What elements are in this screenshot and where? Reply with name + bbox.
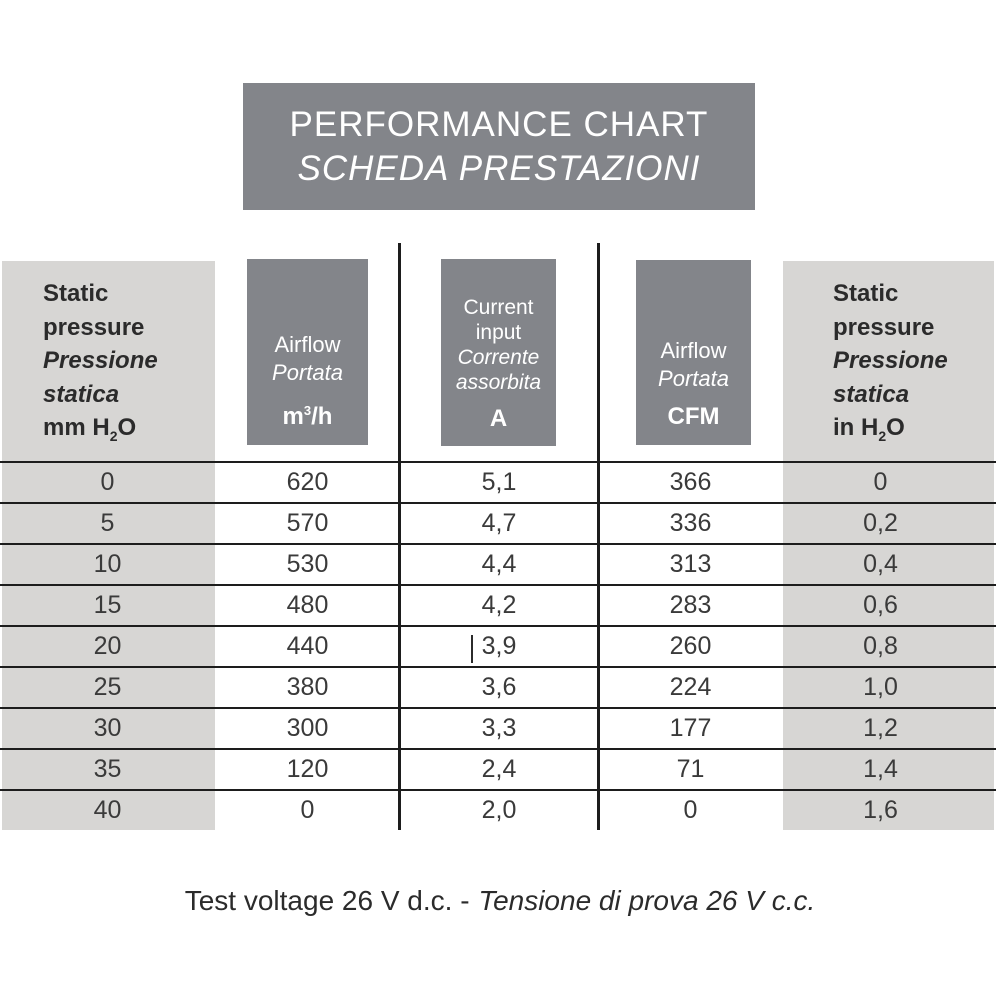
table-row: 25 380 3,6 224 1,0 — [0, 666, 996, 707]
header-unit-in-h2o: in H2O — [833, 414, 905, 444]
cell-airflow-m3h: 530 — [286, 550, 329, 578]
cell-current-a: 2,4 — [481, 755, 517, 783]
table-row: 15 480 4,2 283 0,6 — [0, 584, 996, 625]
table-row: 10 530 4,4 313 0,4 — [0, 543, 996, 584]
header-line: Pressione — [833, 347, 948, 374]
cell-airflow-m3h: 0 — [300, 796, 315, 824]
cell-static-in: 1,0 — [863, 673, 898, 701]
cell-static-in: 1,2 — [863, 714, 898, 742]
cell-static-mm: 5 — [100, 509, 115, 537]
cell-airflow-m3h: 300 — [286, 714, 329, 742]
test-voltage-note: Test voltage 26 V d.c. - Tensione di prov… — [0, 883, 1000, 919]
cell-airflow-m3h: 480 — [286, 591, 329, 619]
header-line: Airflow — [660, 338, 727, 363]
cell-airflow-cfm: 336 — [669, 509, 712, 537]
cell-airflow-cfm: 224 — [669, 673, 712, 701]
cell-airflow-cfm: 0 — [683, 796, 698, 824]
cell-static-mm: 40 — [93, 796, 122, 824]
cell-static-mm: 25 — [93, 673, 122, 701]
table-row: 35 120 2,4 71 1,4 — [0, 748, 996, 789]
title-line-it: SCHEDA PRESTAZIONI — [297, 148, 701, 188]
cell-static-in: 0,6 — [863, 591, 898, 619]
title-banner: PERFORMANCE CHART SCHEDA PRESTAZIONI — [243, 83, 755, 210]
cell-airflow-cfm: 260 — [669, 632, 712, 660]
cell-airflow-m3h: 120 — [286, 755, 329, 783]
title-line-en: PERFORMANCE CHART — [289, 104, 709, 144]
cell-static-in: 1,4 — [863, 755, 898, 783]
header-line: pressure — [43, 313, 145, 341]
header-unit-m3h: m3/h — [282, 403, 333, 430]
cell-current-a: 2,0 — [481, 796, 517, 824]
table-row: 30 300 3,3 177 1,2 — [0, 707, 996, 748]
column-header-static-pressure-mm: Static pressure Pressione statica mm H2O — [2, 261, 215, 453]
header-line: Current — [463, 296, 534, 319]
test-voltage-note-it: Tensione di prova 26 V c.c. — [478, 885, 816, 916]
cell-current-a: 4,2 — [481, 591, 517, 619]
cell-static-in: 0,2 — [863, 509, 898, 537]
cell-airflow-cfm: 366 — [669, 468, 712, 496]
cell-static-mm: 20 — [93, 632, 122, 660]
cell-static-in: 1,6 — [863, 796, 898, 824]
cell-static-in: 0 — [873, 468, 888, 496]
header-line: pressure — [833, 313, 935, 341]
cell-airflow-m3h: 570 — [286, 509, 329, 537]
header-unit-mm-h2o: mm H2O — [43, 414, 137, 444]
cell-static-mm: 0 — [100, 468, 115, 496]
cell-current-a: 4,4 — [481, 550, 517, 578]
cell-current-a: 4,7 — [481, 509, 517, 537]
header-line: Airflow — [274, 332, 341, 357]
cell-airflow-m3h: 380 — [286, 673, 329, 701]
header-line: Static — [833, 280, 899, 307]
header-line: statica — [43, 380, 120, 408]
vertical-divider-line — [597, 243, 600, 830]
cell-airflow-m3h: 620 — [286, 468, 329, 496]
cell-static-mm: 30 — [93, 714, 122, 742]
cell-static-in: 0,4 — [863, 550, 898, 578]
header-unit-a: A — [489, 405, 508, 432]
header-line: Portata — [658, 366, 729, 391]
cell-static-mm: 15 — [93, 591, 122, 619]
table-row: 5 570 4,7 336 0,2 — [0, 502, 996, 543]
cell-airflow-cfm: 313 — [669, 550, 712, 578]
cell-static-mm: 10 — [93, 550, 122, 578]
table-row: 0 620 5,1 366 0 — [0, 461, 996, 502]
static-pressure-in-column-background: Static pressure Pressione statica in H2O — [783, 261, 994, 830]
column-header-airflow-m3h: Airflow Portata m3/h — [247, 259, 368, 445]
header-line: Portata — [272, 360, 343, 385]
cell-airflow-cfm: 177 — [669, 714, 712, 742]
header-unit-cfm: CFM — [667, 403, 720, 430]
table-row: 40 0 2,0 0 1,6 — [0, 789, 996, 830]
static-pressure-mm-column-background: Static pressure Pressione statica mm H2O — [2, 261, 215, 830]
test-voltage-note-en: Test voltage 26 V d.c. - — [184, 885, 470, 916]
header-line: Corrente — [457, 346, 540, 369]
cell-current-a: 3,3 — [481, 714, 517, 742]
cell-current-a: 5,1 — [481, 468, 517, 496]
stray-cursor-artifact — [471, 635, 473, 663]
cell-current-a: 3,6 — [481, 673, 517, 701]
performance-table-body: 0 620 5,1 366 0 5 570 4,7 336 0,2 10 530… — [0, 461, 996, 830]
table-row: 20 440 3,9 260 0,8 — [0, 625, 996, 666]
column-header-current-input: Current input Corrente assorbita A — [441, 259, 556, 446]
cell-static-in: 0,8 — [863, 632, 898, 660]
header-line: Pressione — [43, 347, 158, 374]
column-header-static-pressure-in: Static pressure Pressione statica in H2O — [783, 261, 994, 453]
cell-current-a: 3,9 — [481, 632, 517, 660]
header-line: assorbita — [455, 371, 542, 394]
header-line: Static — [43, 280, 109, 307]
cell-airflow-cfm: 71 — [676, 755, 705, 783]
cell-static-mm: 35 — [93, 755, 122, 783]
vertical-divider-line — [398, 243, 401, 830]
cell-airflow-m3h: 440 — [286, 632, 329, 660]
cell-airflow-cfm: 283 — [669, 591, 712, 619]
header-line: statica — [833, 380, 910, 408]
header-line: input — [475, 321, 522, 344]
column-header-airflow-cfm: Airflow Portata CFM — [636, 260, 751, 445]
